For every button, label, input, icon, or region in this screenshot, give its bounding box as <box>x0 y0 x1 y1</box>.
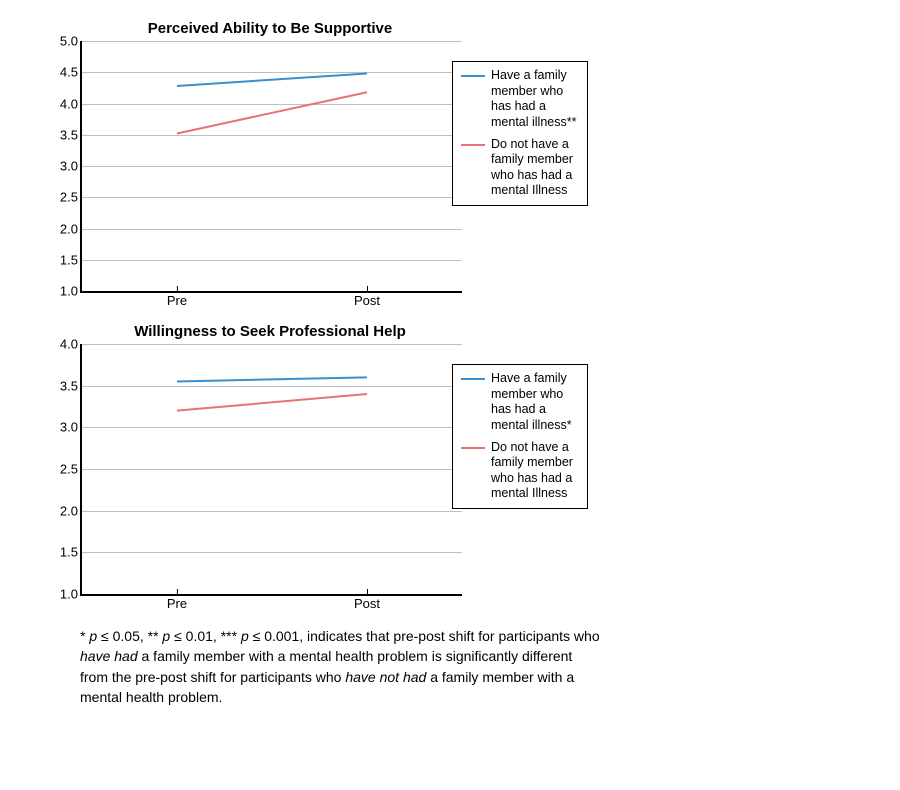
ytick-label: 4.0 <box>44 337 78 352</box>
ytick-label: 4.0 <box>44 96 78 111</box>
ytick-label: 3.5 <box>44 127 78 142</box>
ytick-label: 3.0 <box>44 159 78 174</box>
legend-label: Do not have a family member who has had … <box>491 137 579 200</box>
ytick-label: 5.0 <box>44 34 78 49</box>
xtick-label: Pre <box>167 596 187 611</box>
ytick-label: 2.0 <box>44 221 78 236</box>
legend-swatch <box>461 378 485 380</box>
legend-label: Have a family member who has had a menta… <box>491 371 579 434</box>
ytick-label: 3.5 <box>44 378 78 393</box>
legend-swatch <box>461 75 485 77</box>
line-layer <box>82 344 462 594</box>
series-line-1 <box>177 92 367 133</box>
chart-block-0: Perceived Ability to Be Supportive1.01.5… <box>40 20 860 293</box>
chart-title: Perceived Ability to Be Supportive <box>80 20 460 37</box>
charts-container: Perceived Ability to Be Supportive 1.0 1.5… <box>40 20 860 596</box>
legend-label: Do not have a family member who has had … <box>491 440 579 503</box>
legend-item: Do not have a family member who has had … <box>461 137 579 200</box>
legend-item: Have a family member who has had a menta… <box>461 371 579 434</box>
ytick-label: 1.5 <box>44 545 78 560</box>
chart-title: Willingness to Seek Professional Help <box>80 323 460 340</box>
xtick-label: Post <box>354 293 380 308</box>
line-layer <box>82 41 462 291</box>
chart-block-1: Willingness to Seek Professional Help1.0… <box>40 323 860 596</box>
series-line-0 <box>177 74 367 87</box>
legend: Have a family member who has had a menta… <box>452 364 588 509</box>
plot-area: PrePost <box>80 41 462 293</box>
footnote-text: * p ≤ 0.05, ** p ≤ 0.01, *** p ≤ 0.001, … <box>80 626 600 707</box>
legend-swatch <box>461 144 485 146</box>
ytick-label: 4.5 <box>44 65 78 80</box>
xtick-label: Pre <box>167 293 187 308</box>
legend-item: Have a family member who has had a menta… <box>461 68 579 131</box>
ytick-label: 2.5 <box>44 462 78 477</box>
ytick-label: 3.0 <box>44 420 78 435</box>
plot-area: PrePost <box>80 344 462 596</box>
ytick-label: 1.0 <box>44 284 78 299</box>
legend-item: Do not have a family member who has had … <box>461 440 579 503</box>
legend: Have a family member who has had a menta… <box>452 61 588 206</box>
ytick-label: 2.5 <box>44 190 78 205</box>
legend-label: Have a family member who has had a menta… <box>491 68 579 131</box>
series-line-0 <box>177 377 367 381</box>
ytick-label: 1.5 <box>44 252 78 267</box>
ytick-label: 2.0 <box>44 503 78 518</box>
ytick-label: 1.0 <box>44 587 78 602</box>
legend-swatch <box>461 447 485 449</box>
series-line-1 <box>177 394 367 411</box>
xtick-label: Post <box>354 596 380 611</box>
